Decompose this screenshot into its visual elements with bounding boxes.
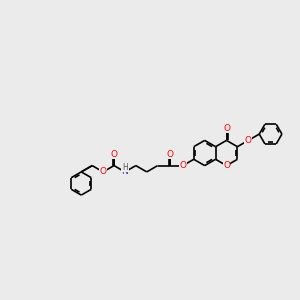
Text: N: N bbox=[122, 167, 128, 176]
Text: O: O bbox=[223, 161, 230, 170]
Text: H: H bbox=[122, 163, 128, 172]
Text: O: O bbox=[110, 150, 118, 159]
Text: O: O bbox=[179, 161, 186, 170]
Text: O: O bbox=[245, 136, 252, 145]
Text: O: O bbox=[223, 124, 230, 133]
Text: O: O bbox=[100, 167, 106, 176]
Text: O: O bbox=[167, 150, 174, 159]
